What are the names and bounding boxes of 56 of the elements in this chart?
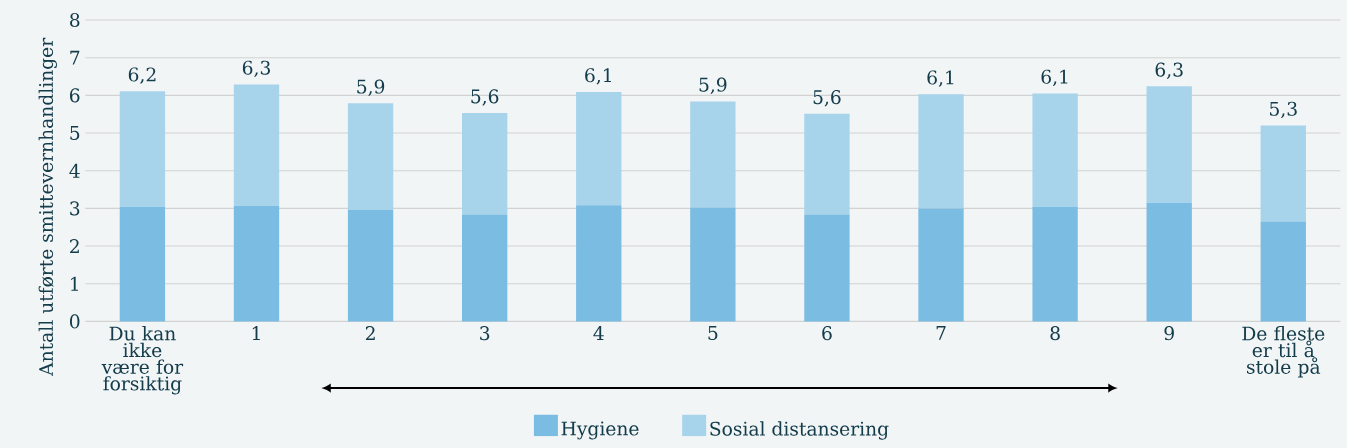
x-tick-label: De fleste er til å stole på: [1242, 326, 1325, 378]
bar: [1032, 206, 1078, 322]
x-tick-label: 6: [822, 326, 832, 341]
total-label: 5,9: [699, 77, 727, 94]
bar: [804, 113, 850, 215]
x-tick-label: 7: [936, 326, 946, 340]
bar: [119, 206, 166, 322]
y-axis-title: Antall utførte smittevernhandlinger: [38, 37, 57, 376]
total-label: 6,1: [1041, 69, 1068, 87]
x-tick-label: 1: [252, 326, 260, 340]
y-tick-label: 8: [70, 12, 80, 28]
y-tick-label: 6: [70, 88, 80, 103]
total-label: 6,1: [585, 68, 611, 85]
bar: [690, 101, 736, 208]
total-label: 5,9: [357, 79, 385, 96]
y-tick-label: 7: [70, 50, 80, 65]
bar: [690, 207, 736, 322]
y-tick-label: 2: [70, 239, 79, 253]
bar: [1032, 93, 1078, 207]
bar: [233, 205, 280, 322]
total-label: 5,6: [471, 89, 499, 106]
bar: [462, 113, 508, 215]
y-tick-label: 3: [70, 201, 80, 216]
x-tick-label: 3: [480, 326, 490, 341]
total-label: 6,2: [128, 67, 156, 84]
legend-label: Hygiene: [561, 421, 639, 440]
bar: [804, 214, 850, 322]
bar: [1260, 221, 1306, 322]
x-tick-label: 2: [365, 326, 375, 340]
total-label: 5,3: [1270, 101, 1297, 119]
bar: [918, 94, 964, 209]
bar: [119, 91, 166, 207]
bar: [233, 84, 280, 206]
total-label: 6,3: [242, 60, 270, 78]
legend-label: Sosial distansering: [710, 421, 889, 440]
y-tick-label: 4: [69, 163, 80, 178]
y-tick-label: 5: [70, 126, 80, 140]
bar: [1146, 86, 1192, 203]
x-tick-label: 8: [1050, 326, 1060, 341]
bar: [576, 205, 622, 322]
total-label: 5,6: [813, 89, 841, 107]
y-tick-label: 0: [70, 314, 80, 329]
bar: [347, 209, 394, 322]
total-label: 6,1: [927, 70, 954, 87]
bar: [1146, 202, 1192, 322]
x-tick-label: 4: [593, 326, 604, 340]
x-tick-label: 5: [708, 326, 718, 340]
x-tick-label: 9: [1164, 326, 1174, 341]
total-label: 6,3: [1155, 62, 1183, 79]
bar: [347, 103, 394, 210]
bar: [576, 91, 622, 206]
x-tick-label: Du kan ikke være for forsiktig: [101, 326, 184, 395]
y-tick-label: 1: [71, 276, 78, 291]
bar: [918, 208, 964, 322]
bar: [1260, 125, 1306, 222]
bar: [462, 214, 508, 322]
